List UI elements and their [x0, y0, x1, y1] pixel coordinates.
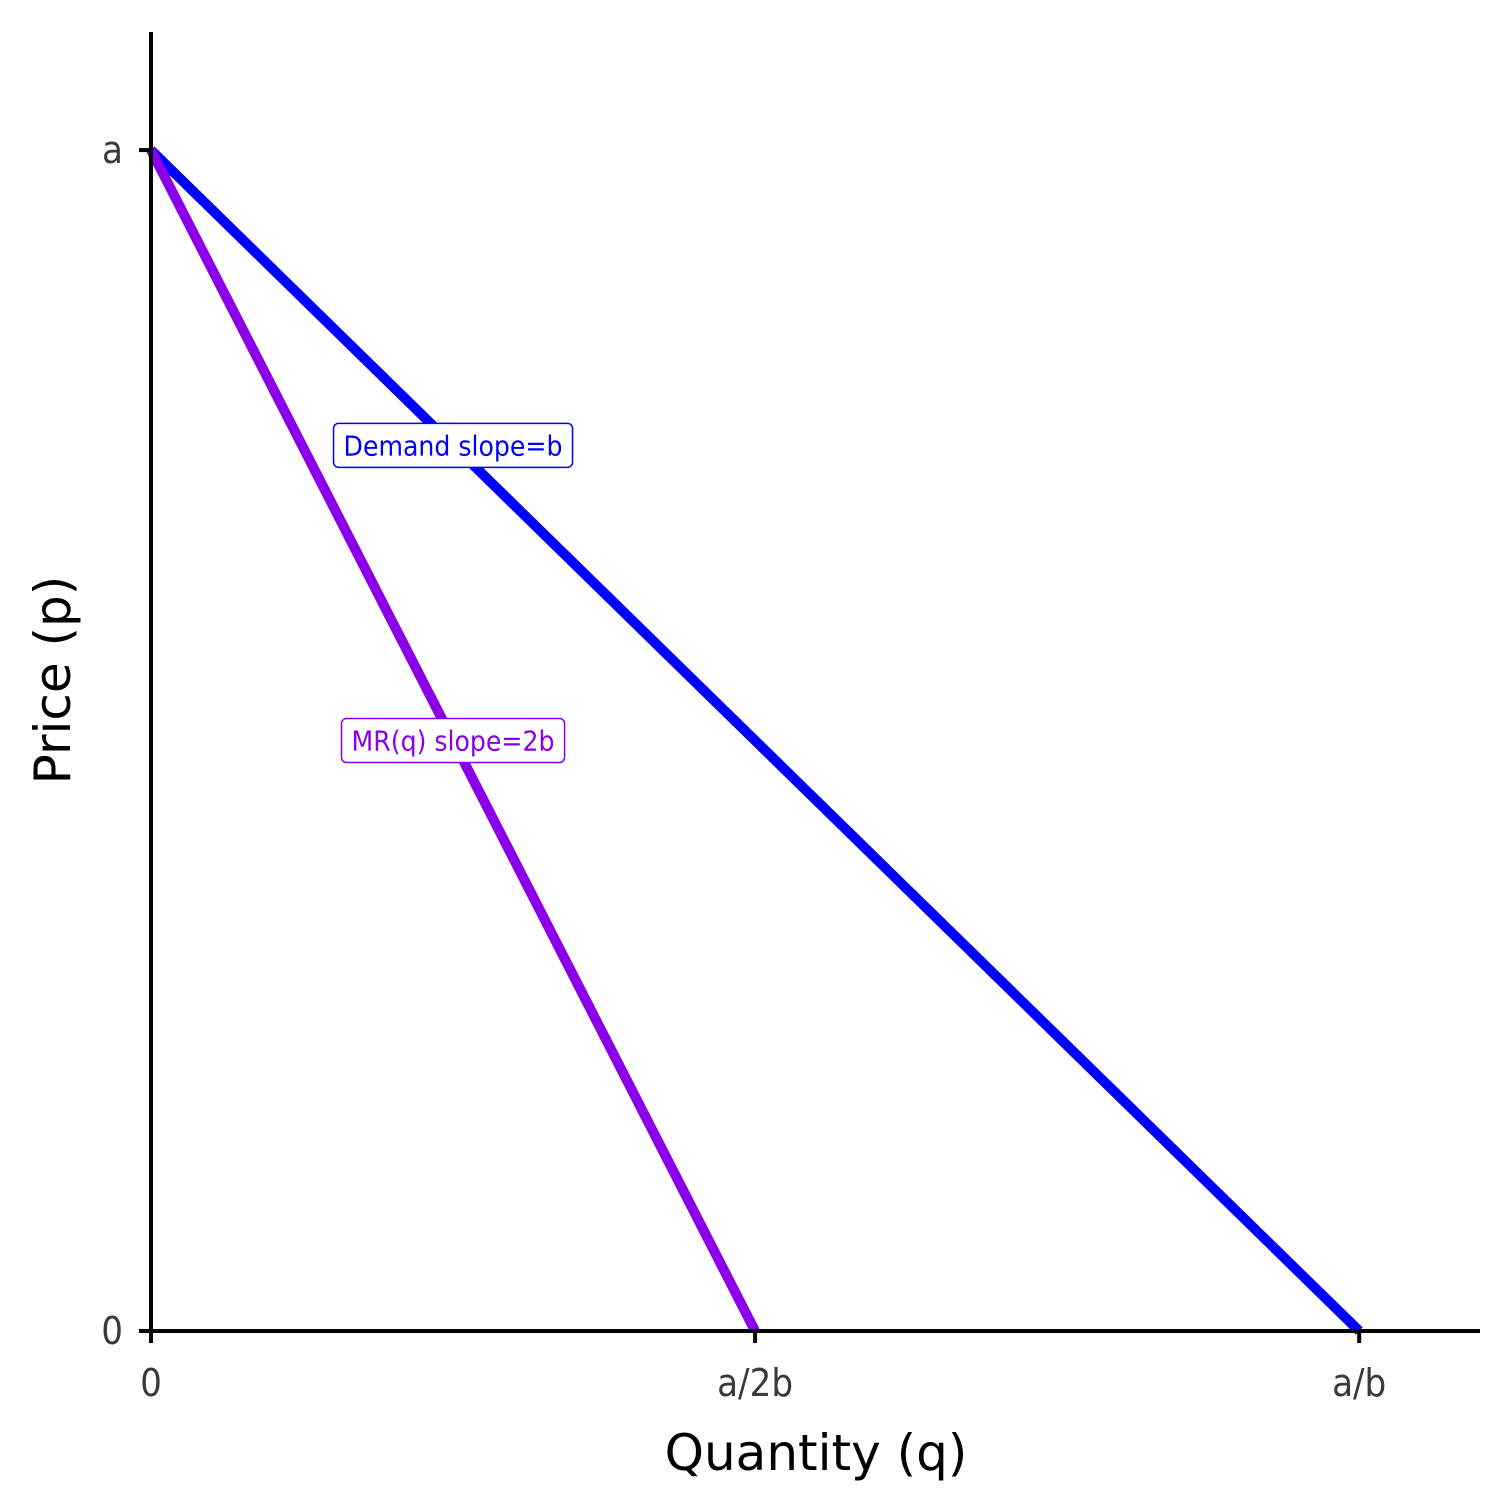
series-label-text: MR(q) slope=2b — [352, 725, 555, 758]
x-tick-label-0: 0 — [140, 1361, 162, 1405]
series-line-demand — [147, 146, 1363, 1335]
x-tick-label-2: a/b — [1332, 1361, 1386, 1405]
y-tick-label-1: a — [102, 128, 123, 172]
series-label-mr: MR(q) slope=2b — [340, 717, 566, 764]
ticks-layer: 0 a/2b a/b 0 a — [101, 128, 1386, 1405]
y-tick-label-0: 0 — [101, 1309, 123, 1353]
y-axis-title: Price (p) — [24, 576, 82, 785]
series-layer — [146, 146, 1363, 1335]
series-label-demand: Demand slope=b — [332, 422, 574, 469]
series-label-text: Demand slope=b — [344, 429, 563, 462]
labels-layer: Demand slope=b MR(q) slope=2b — [332, 422, 574, 764]
x-tick-label-1: a/2b — [717, 1361, 793, 1405]
series-label-box — [332, 422, 574, 469]
series-label-box — [340, 717, 566, 764]
x-axis-title: Quantity (q) — [665, 1424, 968, 1482]
